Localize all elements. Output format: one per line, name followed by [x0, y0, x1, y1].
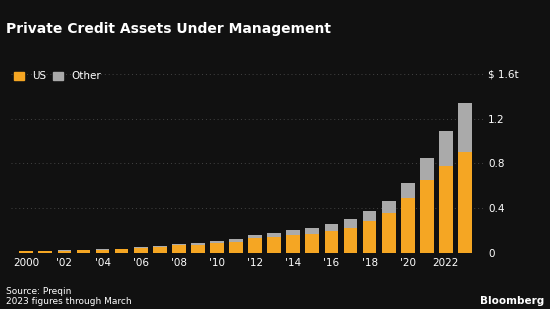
- Bar: [172, 245, 186, 253]
- Bar: [344, 227, 358, 253]
- Bar: [172, 243, 186, 245]
- Bar: [324, 231, 338, 253]
- Bar: [287, 235, 300, 253]
- Bar: [287, 230, 300, 235]
- Bar: [344, 219, 358, 227]
- Bar: [229, 242, 243, 253]
- Bar: [439, 166, 453, 253]
- Bar: [248, 238, 262, 253]
- Bar: [115, 249, 129, 253]
- Bar: [439, 131, 453, 166]
- Bar: [458, 103, 472, 152]
- Bar: [324, 224, 338, 231]
- Bar: [191, 243, 205, 245]
- Bar: [362, 221, 376, 253]
- Text: Private Credit Assets Under Management: Private Credit Assets Under Management: [6, 22, 331, 36]
- Bar: [134, 248, 147, 253]
- Bar: [267, 233, 281, 236]
- Bar: [96, 250, 109, 253]
- Bar: [76, 250, 90, 253]
- Bar: [401, 183, 415, 198]
- Bar: [39, 251, 52, 253]
- Bar: [382, 201, 395, 213]
- Bar: [267, 236, 281, 253]
- Bar: [115, 248, 129, 249]
- Bar: [19, 251, 33, 253]
- Bar: [248, 235, 262, 238]
- Bar: [210, 243, 224, 253]
- Bar: [458, 152, 472, 253]
- Legend: US, Other: US, Other: [14, 71, 101, 81]
- Bar: [229, 239, 243, 242]
- Bar: [96, 249, 109, 250]
- Bar: [153, 247, 167, 253]
- Bar: [382, 213, 395, 253]
- Bar: [58, 251, 72, 253]
- Bar: [420, 180, 433, 253]
- Bar: [401, 198, 415, 253]
- Bar: [305, 234, 319, 253]
- Bar: [153, 246, 167, 247]
- Bar: [420, 158, 433, 180]
- Text: Source: Preqin
2023 figures through March: Source: Preqin 2023 figures through Marc…: [6, 286, 131, 306]
- Text: Bloomberg: Bloomberg: [480, 296, 544, 306]
- Bar: [191, 245, 205, 253]
- Bar: [362, 211, 376, 221]
- Bar: [58, 250, 72, 251]
- Bar: [210, 241, 224, 243]
- Bar: [305, 228, 319, 234]
